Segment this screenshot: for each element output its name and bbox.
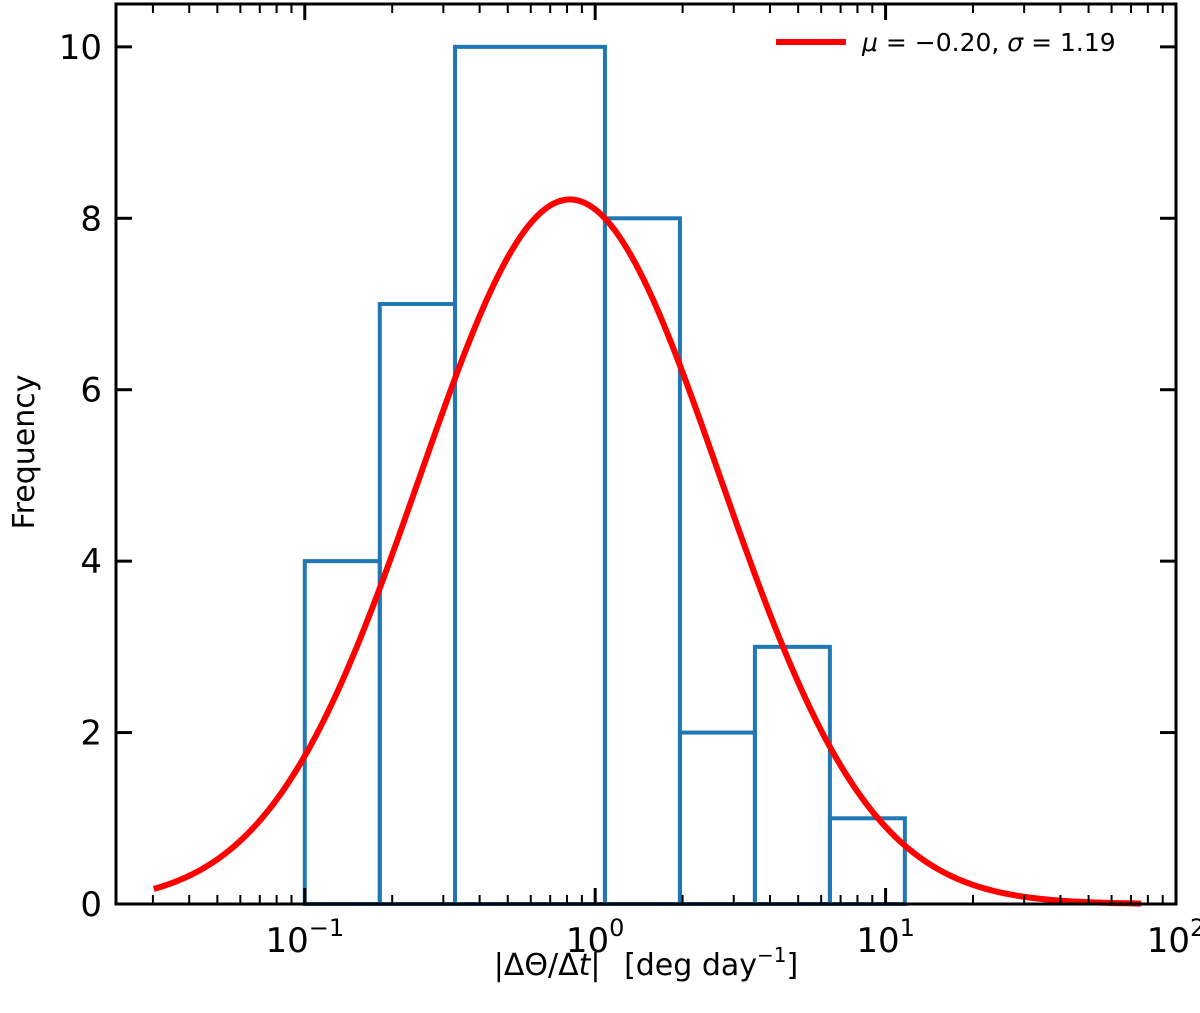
- y-axis-ticks: 0 2 4 6 8 10: [59, 28, 1176, 925]
- y-tick-label-2: 4: [80, 542, 102, 582]
- x-axis-title: |ΔΘ/Δt| [deg day−1]: [494, 943, 798, 983]
- x-tick-label-1: 100: [566, 914, 625, 961]
- histogram-bars: [302, 44, 907, 907]
- x-tick-label-3: 102: [1147, 914, 1200, 961]
- y-tick-label-1: 2: [80, 714, 102, 754]
- x-title-delta: Δ: [558, 948, 579, 983]
- histogram-bar-3: [452, 44, 607, 907]
- x-title-t: t: [579, 948, 592, 983]
- x-title-unit-exp: −1: [757, 943, 786, 967]
- legend-sep: ,: [991, 28, 999, 57]
- x-title-abs-left: |: [494, 948, 504, 983]
- legend-eq-2: =: [1031, 28, 1052, 57]
- y-tick-label-5: 10: [59, 28, 102, 68]
- x-title-unit-close: ]: [787, 948, 799, 983]
- x-tick-label-0: 10−1: [265, 914, 344, 961]
- histogram-bar-2: [377, 302, 457, 906]
- x-title-slash: /: [548, 948, 559, 983]
- lognormal-fit-curve: [152, 196, 1142, 907]
- x-axis-ticks: 10−1 100 101 102: [151, 4, 1200, 961]
- x-title-delta-theta: ΔΘ: [504, 948, 548, 983]
- y-tick-label-0: 0: [80, 885, 102, 925]
- y-axis-title: Frequency: [7, 375, 42, 530]
- x-title-unit-open: [deg day: [624, 948, 757, 983]
- y-tick-label-3: 6: [80, 371, 102, 411]
- x-title-abs-right: |: [590, 948, 600, 983]
- histogram-bar-4: [602, 216, 682, 907]
- legend-eq-1: =: [886, 28, 907, 57]
- x-tick-label-2: 101: [856, 914, 915, 961]
- legend-mu-symbol: μ: [861, 28, 878, 57]
- histogram-bar-6: [752, 644, 832, 906]
- legend: μ = −0.20, σ = 1.19: [776, 28, 1116, 57]
- y-tick-label-4: 8: [80, 199, 102, 239]
- legend-sigma-value: 1.19: [1060, 28, 1116, 57]
- legend-mu-value: −0.20: [915, 28, 992, 57]
- histogram-bar-5: [677, 730, 757, 906]
- legend-sigma-symbol: σ: [1007, 28, 1024, 57]
- legend-fit-label: μ = −0.20, σ = 1.19: [861, 28, 1116, 57]
- plot-frame: [114, 2, 1178, 906]
